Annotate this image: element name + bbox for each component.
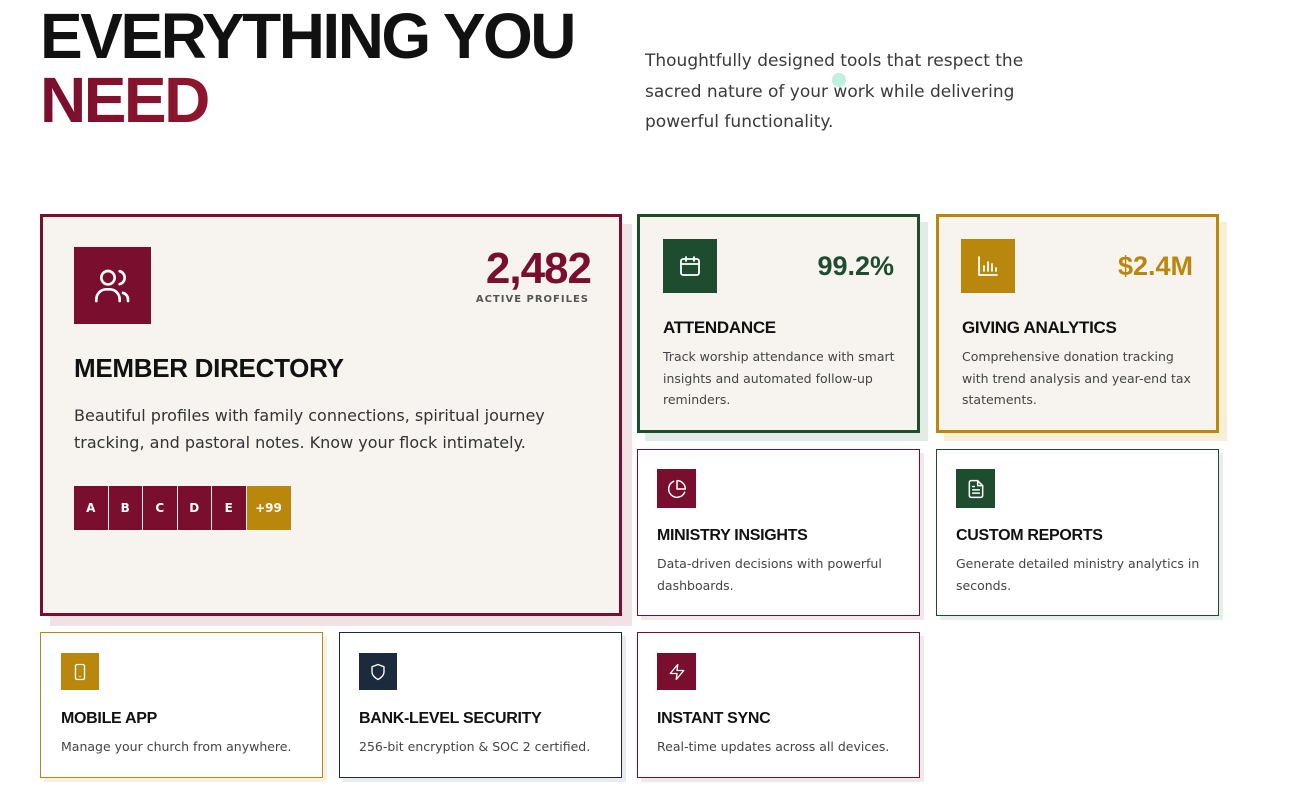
hero-title: EVERYTHING YOU NEED (40, 0, 577, 132)
giving-stat: $2.4M (1117, 251, 1193, 281)
mobile-app-card[interactable]: MOBILE APP Manage your church from anywh… (40, 632, 323, 778)
avatar[interactable]: A (74, 486, 109, 530)
attendance-title: ATTENDANCE (663, 318, 776, 337)
hero-title-line2: NEED (40, 68, 574, 132)
hero-subtitle: Thoughtfully designed tools that respect… (645, 51, 1024, 132)
attendance-stat: 99.2% (817, 251, 894, 281)
hero-title-line1: EVERYTHING YOU (40, 0, 577, 72)
bar-chart-icon (961, 239, 1015, 293)
member-directory-card[interactable]: 2,482 ACTIVE PROFILES MEMBER DIRECTORY B… (40, 214, 622, 616)
giving-analytics-card[interactable]: $2.4M GIVING ANALYTICS Comprehensive don… (936, 214, 1219, 433)
member-directory-title: MEMBER DIRECTORY (74, 353, 344, 383)
smartphone-icon (61, 653, 99, 690)
instant-sync-title: INSTANT SYNC (657, 710, 771, 727)
ministry-insights-description: Data-driven decisions with powerful dash… (657, 556, 882, 593)
avatar[interactable]: C (143, 486, 178, 530)
security-description: 256-bit encryption & SOC 2 certified. (359, 739, 591, 754)
custom-reports-card[interactable]: CUSTOM REPORTS Generate detailed ministr… (936, 449, 1219, 616)
security-title: BANK-LEVEL SECURITY (359, 710, 542, 727)
member-directory-description: Beautiful profiles with family connectio… (74, 406, 545, 452)
giving-description: Comprehensive donation tracking with tre… (962, 349, 1191, 407)
custom-reports-title: CUSTOM REPORTS (956, 527, 1103, 544)
avatar[interactable]: E (212, 486, 247, 530)
users-icon (74, 247, 151, 324)
document-icon (956, 469, 995, 508)
attendance-card[interactable]: 99.2% ATTENDANCE Track worship attendanc… (637, 214, 920, 433)
pie-chart-icon (657, 469, 696, 508)
custom-reports-description: Generate detailed ministry analytics in … (956, 556, 1200, 593)
avatar[interactable]: D (177, 486, 212, 530)
ministry-insights-card[interactable]: MINISTRY INSIGHTS Data-driven decisions … (637, 449, 920, 616)
lightning-icon (657, 653, 696, 690)
attendance-description: Track worship attendance with smart insi… (663, 349, 895, 407)
instant-sync-card[interactable]: INSTANT SYNC Real-time updates across al… (637, 632, 920, 778)
more-members-badge[interactable]: +99 (246, 486, 291, 530)
member-count-stat: 2,482 (485, 244, 592, 293)
avatar[interactable]: B (108, 486, 143, 530)
member-avatar-stack: A B C D E +99 (74, 486, 291, 530)
mobile-app-description: Manage your church from anywhere. (61, 739, 292, 754)
mobile-app-title: MOBILE APP (61, 710, 157, 727)
giving-title: GIVING ANALYTICS (962, 318, 1117, 337)
shield-icon (359, 653, 397, 690)
security-card[interactable]: BANK-LEVEL SECURITY 256-bit encryption &… (339, 632, 622, 778)
ministry-insights-title: MINISTRY INSIGHTS (657, 527, 808, 544)
instant-sync-description: Real-time updates across all devices. (657, 739, 890, 754)
calendar-icon (663, 239, 717, 293)
cursor-indicator (832, 73, 846, 87)
member-count-label: ACTIVE PROFILES (475, 294, 589, 305)
